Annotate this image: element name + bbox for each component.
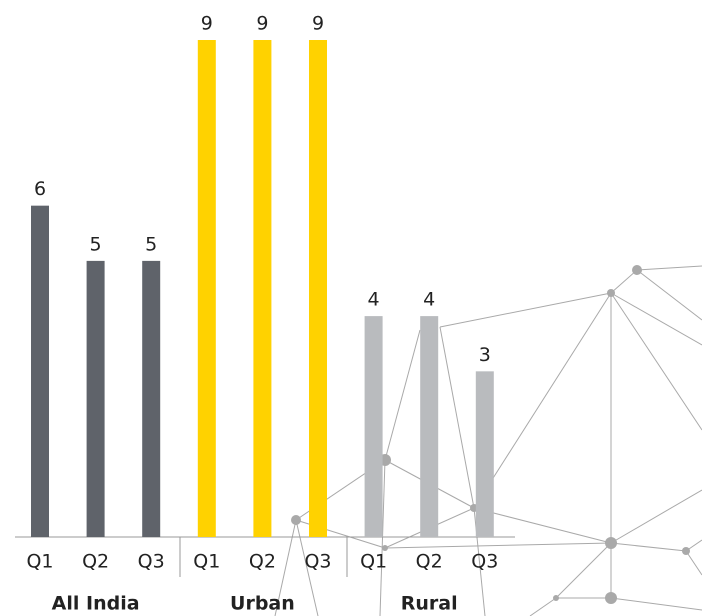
x-tick-label: Q3 [471,551,498,573]
value-label: 6 [34,178,46,200]
x-tick-label: Q1 [193,551,220,573]
bar [309,40,327,537]
bar [253,40,272,537]
x-tick-label: Q1 [360,551,387,573]
bar [31,205,49,537]
x-tick-label: Q2 [416,551,443,573]
value-label: 9 [312,13,324,35]
value-label: 4 [423,289,435,311]
value-label: 5 [90,233,102,255]
value-label: 3 [479,344,491,366]
bar [197,40,216,537]
value-label: 4 [368,289,380,311]
x-tick-label: Q3 [304,551,331,573]
x-tick-label: Q2 [82,551,109,573]
bar [420,316,439,537]
bar [86,260,105,537]
bar [142,260,161,537]
x-tick-label: Q2 [249,551,276,573]
value-label: 9 [201,13,213,35]
bar [475,371,494,537]
value-label: 9 [256,13,268,35]
group-label: All India [52,593,140,615]
x-tick-label: Q3 [138,551,165,573]
value-label: 5 [145,233,157,255]
group-label: Rural [401,593,458,615]
bar [364,316,383,537]
group-label: Urban [230,593,295,615]
x-tick-label: Q1 [26,551,53,573]
